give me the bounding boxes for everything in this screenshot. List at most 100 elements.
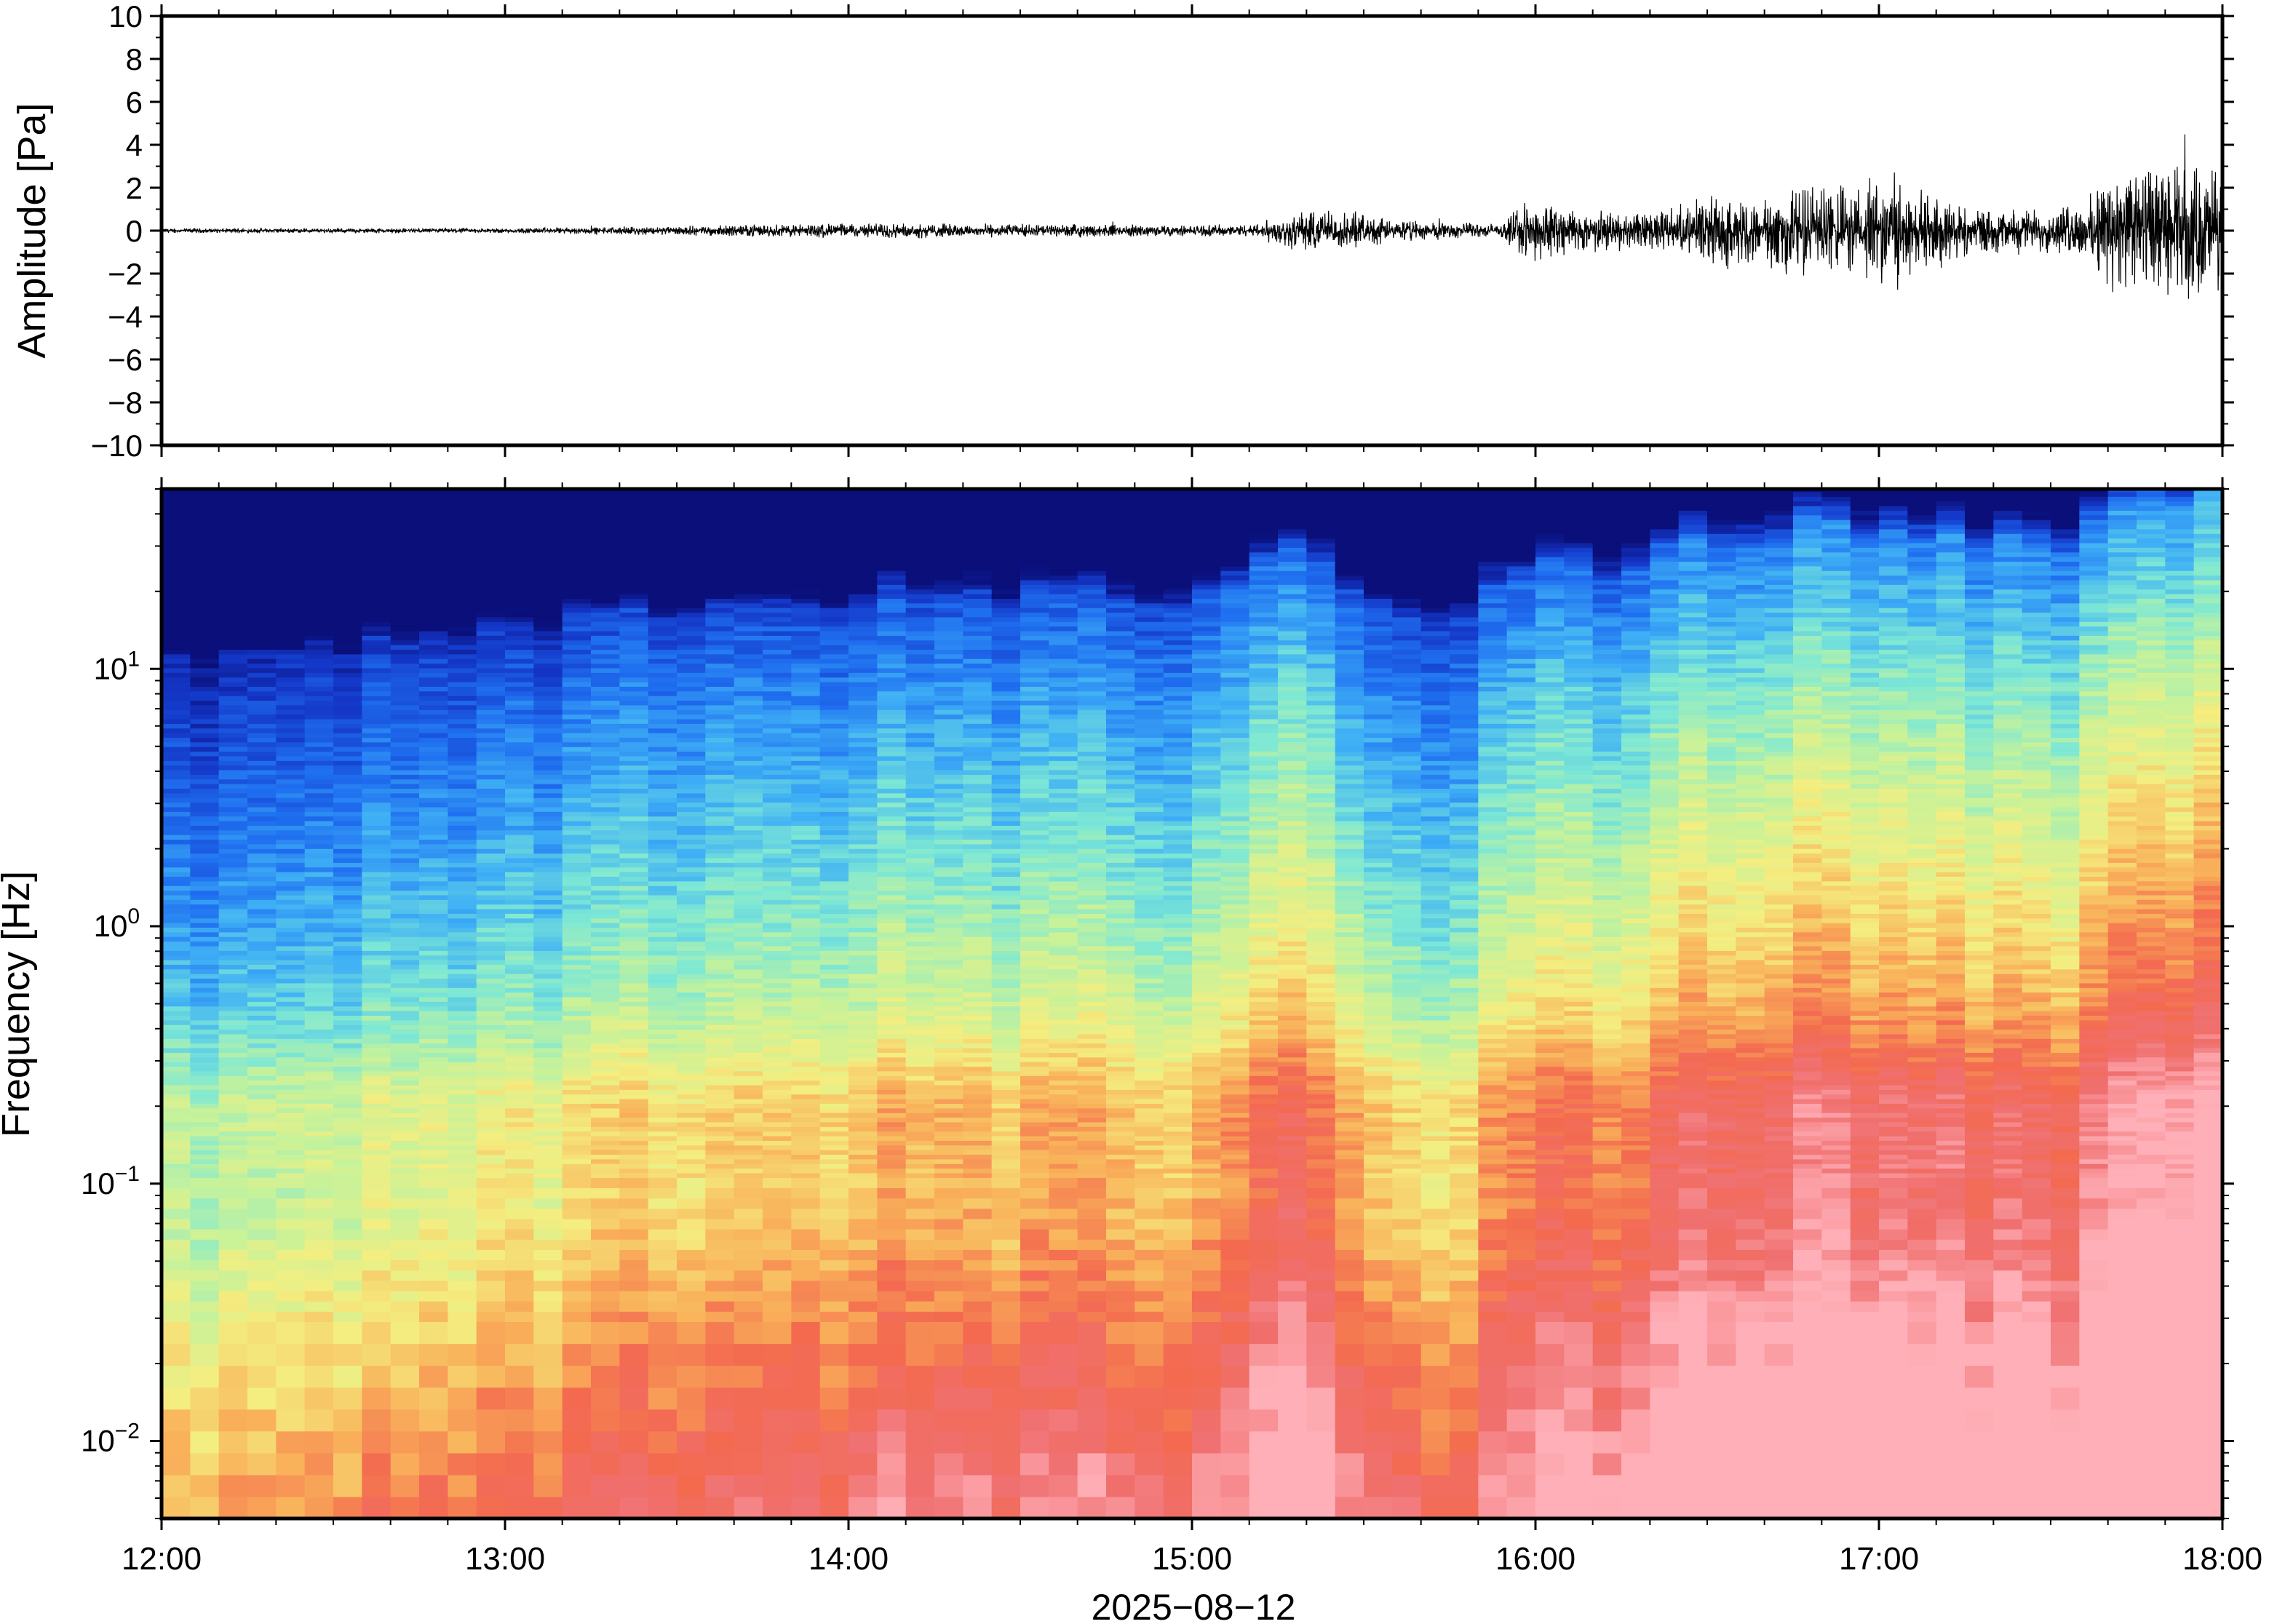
spectrogram-cell [362, 751, 392, 757]
spectrogram-cell [648, 1387, 677, 1410]
spectrogram-cell [448, 1365, 477, 1388]
spectrogram-cell [705, 690, 735, 696]
spectrogram-cell [591, 1168, 620, 1174]
spectrogram-cell [390, 1239, 420, 1250]
spectrogram-cell [905, 723, 935, 729]
spectrogram-cell [390, 589, 420, 594]
spectrogram-cell [791, 788, 821, 794]
spectrogram-cell [619, 1140, 649, 1146]
spectrogram-cell [591, 1094, 620, 1099]
spectrogram-cell [934, 593, 963, 599]
spectrogram-cell [362, 862, 392, 868]
spectrogram-cell [791, 1107, 821, 1113]
spectrogram-cell [763, 964, 792, 970]
spectrogram-cell [218, 931, 248, 937]
spectrogram-cell [705, 931, 735, 937]
spectrogram-cell [619, 538, 649, 544]
spectrogram-cell [419, 923, 448, 928]
spectrogram-cell [734, 1070, 763, 1076]
spectrogram-cell [591, 630, 620, 636]
spectrogram-cell [276, 1270, 306, 1281]
spectrogram-cell [877, 867, 907, 872]
spectrogram-cell [533, 1029, 563, 1035]
spectrogram-cell [419, 1365, 448, 1388]
spectrogram-cell [677, 784, 706, 789]
spectrogram-cell [905, 1154, 935, 1160]
spectrogram-cell [905, 820, 935, 826]
spectrogram-cell [505, 899, 534, 905]
spectrogram-cell [419, 894, 448, 900]
spectrogram-cell [419, 1089, 448, 1095]
spectrogram-cell [763, 885, 792, 891]
spectrogram-cell [791, 1321, 821, 1345]
spectrogram-cell [677, 1409, 706, 1432]
spectrogram-cell [390, 982, 420, 988]
spectrogram-cell [763, 769, 792, 775]
spectrogram-cell [648, 1154, 677, 1160]
spectrogram-cell [905, 584, 935, 590]
spectrogram-cell [734, 747, 763, 752]
spectrogram-cell [362, 747, 392, 752]
spectrogram-cell [877, 1168, 907, 1174]
spectrogram-cell [218, 1409, 248, 1432]
spectrogram-cell [505, 728, 534, 733]
spectrogram-cell [677, 927, 706, 933]
spectrogram-cell [190, 608, 220, 613]
spectrogram-cell [562, 1047, 592, 1053]
spectrogram-cell [849, 774, 878, 780]
spectrogram-cell [218, 681, 248, 687]
spectrogram-cell [533, 931, 563, 937]
spectrogram-cell [849, 1321, 878, 1345]
spectrogram-cell [333, 1496, 362, 1519]
spectrogram-cell [877, 1121, 907, 1127]
spectrogram-cell [619, 880, 649, 886]
spectrogram-cell [791, 894, 821, 900]
spectrogram-cell [505, 505, 534, 511]
spectrogram-cell [476, 978, 506, 984]
spectrogram-cell [791, 829, 821, 835]
spectrogram-cell [648, 714, 677, 720]
spectrogram-cell [362, 931, 392, 937]
spectrogram-cell [190, 788, 220, 794]
spectrogram-cell [849, 1084, 878, 1090]
spectrogram-cell [734, 1172, 763, 1178]
spectrogram-cell [304, 579, 334, 585]
spectrogram-cell [619, 533, 649, 539]
spectrogram-cell [276, 520, 306, 525]
spectrogram-cell [476, 1080, 506, 1086]
spectrogram-cell [505, 1270, 534, 1281]
spectrogram-cell [619, 630, 649, 636]
spectrogram-cell [849, 700, 878, 706]
spectrogram-cell [390, 677, 420, 682]
spectrogram-cell [591, 931, 620, 937]
spectrogram-cell [390, 584, 420, 590]
spectrogram-cell [362, 816, 392, 821]
spectrogram-cell [304, 1006, 334, 1011]
spectrogram-cell [877, 1409, 907, 1432]
spectrogram-cell [791, 978, 821, 984]
spectrogram-cell [218, 1218, 248, 1230]
spectrogram-cell [533, 816, 563, 821]
spectrogram-cell [849, 690, 878, 696]
spectrogram-cell [162, 936, 191, 942]
spectrogram-cell [905, 913, 935, 919]
spectrogram-cell [218, 978, 248, 984]
spectrogram-cell [963, 1474, 993, 1497]
spectrogram-cell [247, 835, 277, 840]
spectrogram-cell [619, 1168, 649, 1174]
spectrogram-cell [849, 1474, 878, 1497]
spectrogram-cell [162, 1387, 191, 1410]
spectrogram-cell [849, 649, 878, 655]
spectrogram-cell [877, 960, 907, 965]
spectrogram-cell [677, 936, 706, 942]
spectrogram-cell [276, 755, 306, 761]
spectrogram-cell [448, 575, 477, 581]
spectrogram-cell [362, 806, 392, 812]
spectrogram-cell [362, 1075, 392, 1081]
spectrogram-cell [905, 616, 935, 622]
spectrogram-cell [304, 1140, 334, 1146]
spectrogram-cell [419, 501, 448, 506]
spectrogram-cell [448, 1409, 477, 1432]
spectrogram-cell [677, 612, 706, 618]
